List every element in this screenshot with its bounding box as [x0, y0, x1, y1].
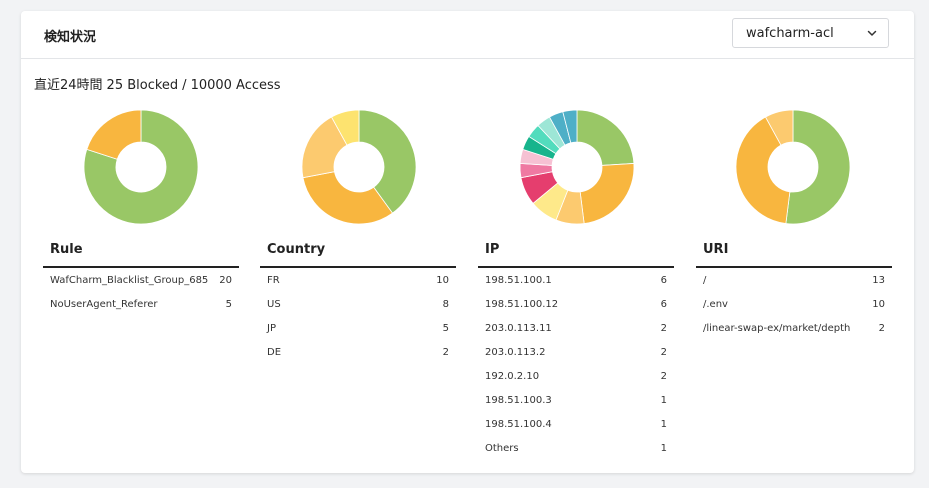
rule-table-rows: WafCharm_Blacklist_Group_685 20 NoUserAgen…	[43, 268, 239, 316]
donut-slice	[358, 109, 417, 214]
row-value: 10	[872, 298, 885, 310]
row-label: /	[703, 274, 707, 286]
table-row: DE 2	[260, 340, 456, 364]
row-value: 5	[225, 298, 232, 310]
row-label: 198.51.100.12	[485, 298, 559, 310]
row-label: 203.0.113.11	[485, 322, 552, 334]
ip-donut-chart	[519, 109, 635, 225]
table-row: US 8	[260, 292, 456, 316]
row-label: 198.51.100.4	[485, 418, 552, 430]
row-label: Others	[485, 442, 519, 454]
rule-table: Rule WafCharm_Blacklist_Group_685 20 NoUse…	[43, 241, 239, 316]
rule-donut-chart	[83, 109, 199, 225]
table-row: 203.0.113.11 2	[478, 316, 674, 340]
row-label: JP	[267, 322, 276, 334]
country-table-rows: FR 10 US 8 JP 5 DE 2	[260, 268, 456, 364]
row-value: 2	[878, 322, 885, 334]
donut-slice	[735, 116, 791, 224]
country-table: Country FR 10 US 8 JP 5 DE 2	[260, 241, 456, 364]
row-value: 20	[219, 274, 232, 286]
table-row: 198.51.100.4 1	[478, 412, 674, 436]
table-row: 198.51.100.1 6	[478, 268, 674, 292]
row-value: 13	[872, 274, 885, 286]
uri-table: URI / 13 /.env 10/linear-swap-ex/market/dep…	[696, 241, 892, 340]
row-label: 198.51.100.3	[485, 394, 552, 406]
row-label: 203.0.113.2	[485, 346, 546, 358]
row-value: 2	[660, 346, 667, 358]
donut-slice	[576, 109, 635, 166]
country-donut-chart	[301, 109, 417, 225]
row-value: 5	[442, 322, 449, 334]
summary-access: 10000 Access	[190, 78, 281, 93]
rule-table-title: Rule	[43, 241, 239, 268]
donut-slice	[785, 109, 851, 225]
detection-status-card: 検知状況 wafcharm-acl 直近24時間 25 Blocked/10000…	[21, 11, 914, 473]
donut-slice	[562, 109, 578, 144]
row-label: /linear-swap-ex/market/depth	[703, 322, 851, 334]
row-label: 192.0.2.10	[485, 370, 540, 382]
table-row: WafCharm_Blacklist_Group_685 20	[43, 268, 239, 292]
acl-select[interactable]: wafcharm-acl	[732, 18, 889, 48]
row-label: 198.51.100.1	[485, 274, 552, 286]
table-row: JP 5	[260, 316, 456, 340]
summary-blocked: 25 Blocked	[106, 78, 179, 93]
row-label: US	[267, 298, 281, 310]
row-label: FR	[267, 274, 280, 286]
row-value: 2	[660, 322, 667, 334]
table-row: NoUserAgent_Referer 5	[43, 292, 239, 316]
row-value: 8	[442, 298, 449, 310]
table-row: 198.51.100.3 1	[478, 388, 674, 412]
donut-slice	[83, 109, 199, 225]
uri-table-rows: / 13 /.env 10/linear-swap-ex/market/depth 2	[696, 268, 892, 340]
uri-table-title: URI	[696, 241, 892, 268]
row-value: 6	[660, 298, 667, 310]
summary-line: 直近24時間 25 Blocked/10000 Access	[34, 74, 285, 93]
table-row: /linear-swap-ex/market/depth 2	[696, 316, 892, 340]
row-label: /.env	[703, 298, 728, 310]
table-row: 198.51.100.12 6	[478, 292, 674, 316]
table-row: 192.0.2.10 2	[478, 364, 674, 388]
table-row: FR 10	[260, 268, 456, 292]
donut-slice	[579, 162, 635, 224]
summary-separator: /	[182, 78, 187, 93]
card-header: 検知状況 wafcharm-acl	[21, 11, 914, 59]
table-row: /.env 10	[696, 292, 892, 316]
row-label: DE	[267, 346, 282, 358]
ip-table-title: IP	[478, 241, 674, 268]
table-row: Others 1	[478, 436, 674, 460]
row-value: 2	[660, 370, 667, 382]
donut-slice	[764, 109, 794, 146]
table-row: 203.0.113.2 2	[478, 340, 674, 364]
ip-table: IP 198.51.100.1 6 198.51.100.12 6 203.0.113.…	[478, 241, 674, 460]
row-value: 6	[660, 274, 667, 286]
row-label: NoUserAgent_Referer	[50, 298, 158, 310]
row-value: 10	[436, 274, 449, 286]
row-label: WafCharm_Blacklist_Group_685	[50, 274, 209, 286]
ip-table-rows: 198.51.100.1 6 198.51.100.12 6 203.0.113.11 2…	[478, 268, 674, 460]
uri-donut-chart	[735, 109, 851, 225]
donut-slice	[86, 109, 142, 160]
row-value: 1	[660, 394, 667, 406]
row-value: 1	[660, 442, 667, 454]
donut-slice	[302, 171, 394, 225]
donut-slice	[330, 109, 360, 146]
row-value: 1	[660, 418, 667, 430]
row-value: 2	[442, 346, 449, 358]
acl-select-value: wafcharm-acl	[746, 26, 834, 41]
card-title: 検知状況	[44, 30, 97, 45]
summary-period: 直近24時間	[34, 78, 103, 93]
table-row: / 13	[696, 268, 892, 292]
country-table-title: Country	[260, 241, 456, 268]
chevron-down-icon	[867, 30, 877, 36]
